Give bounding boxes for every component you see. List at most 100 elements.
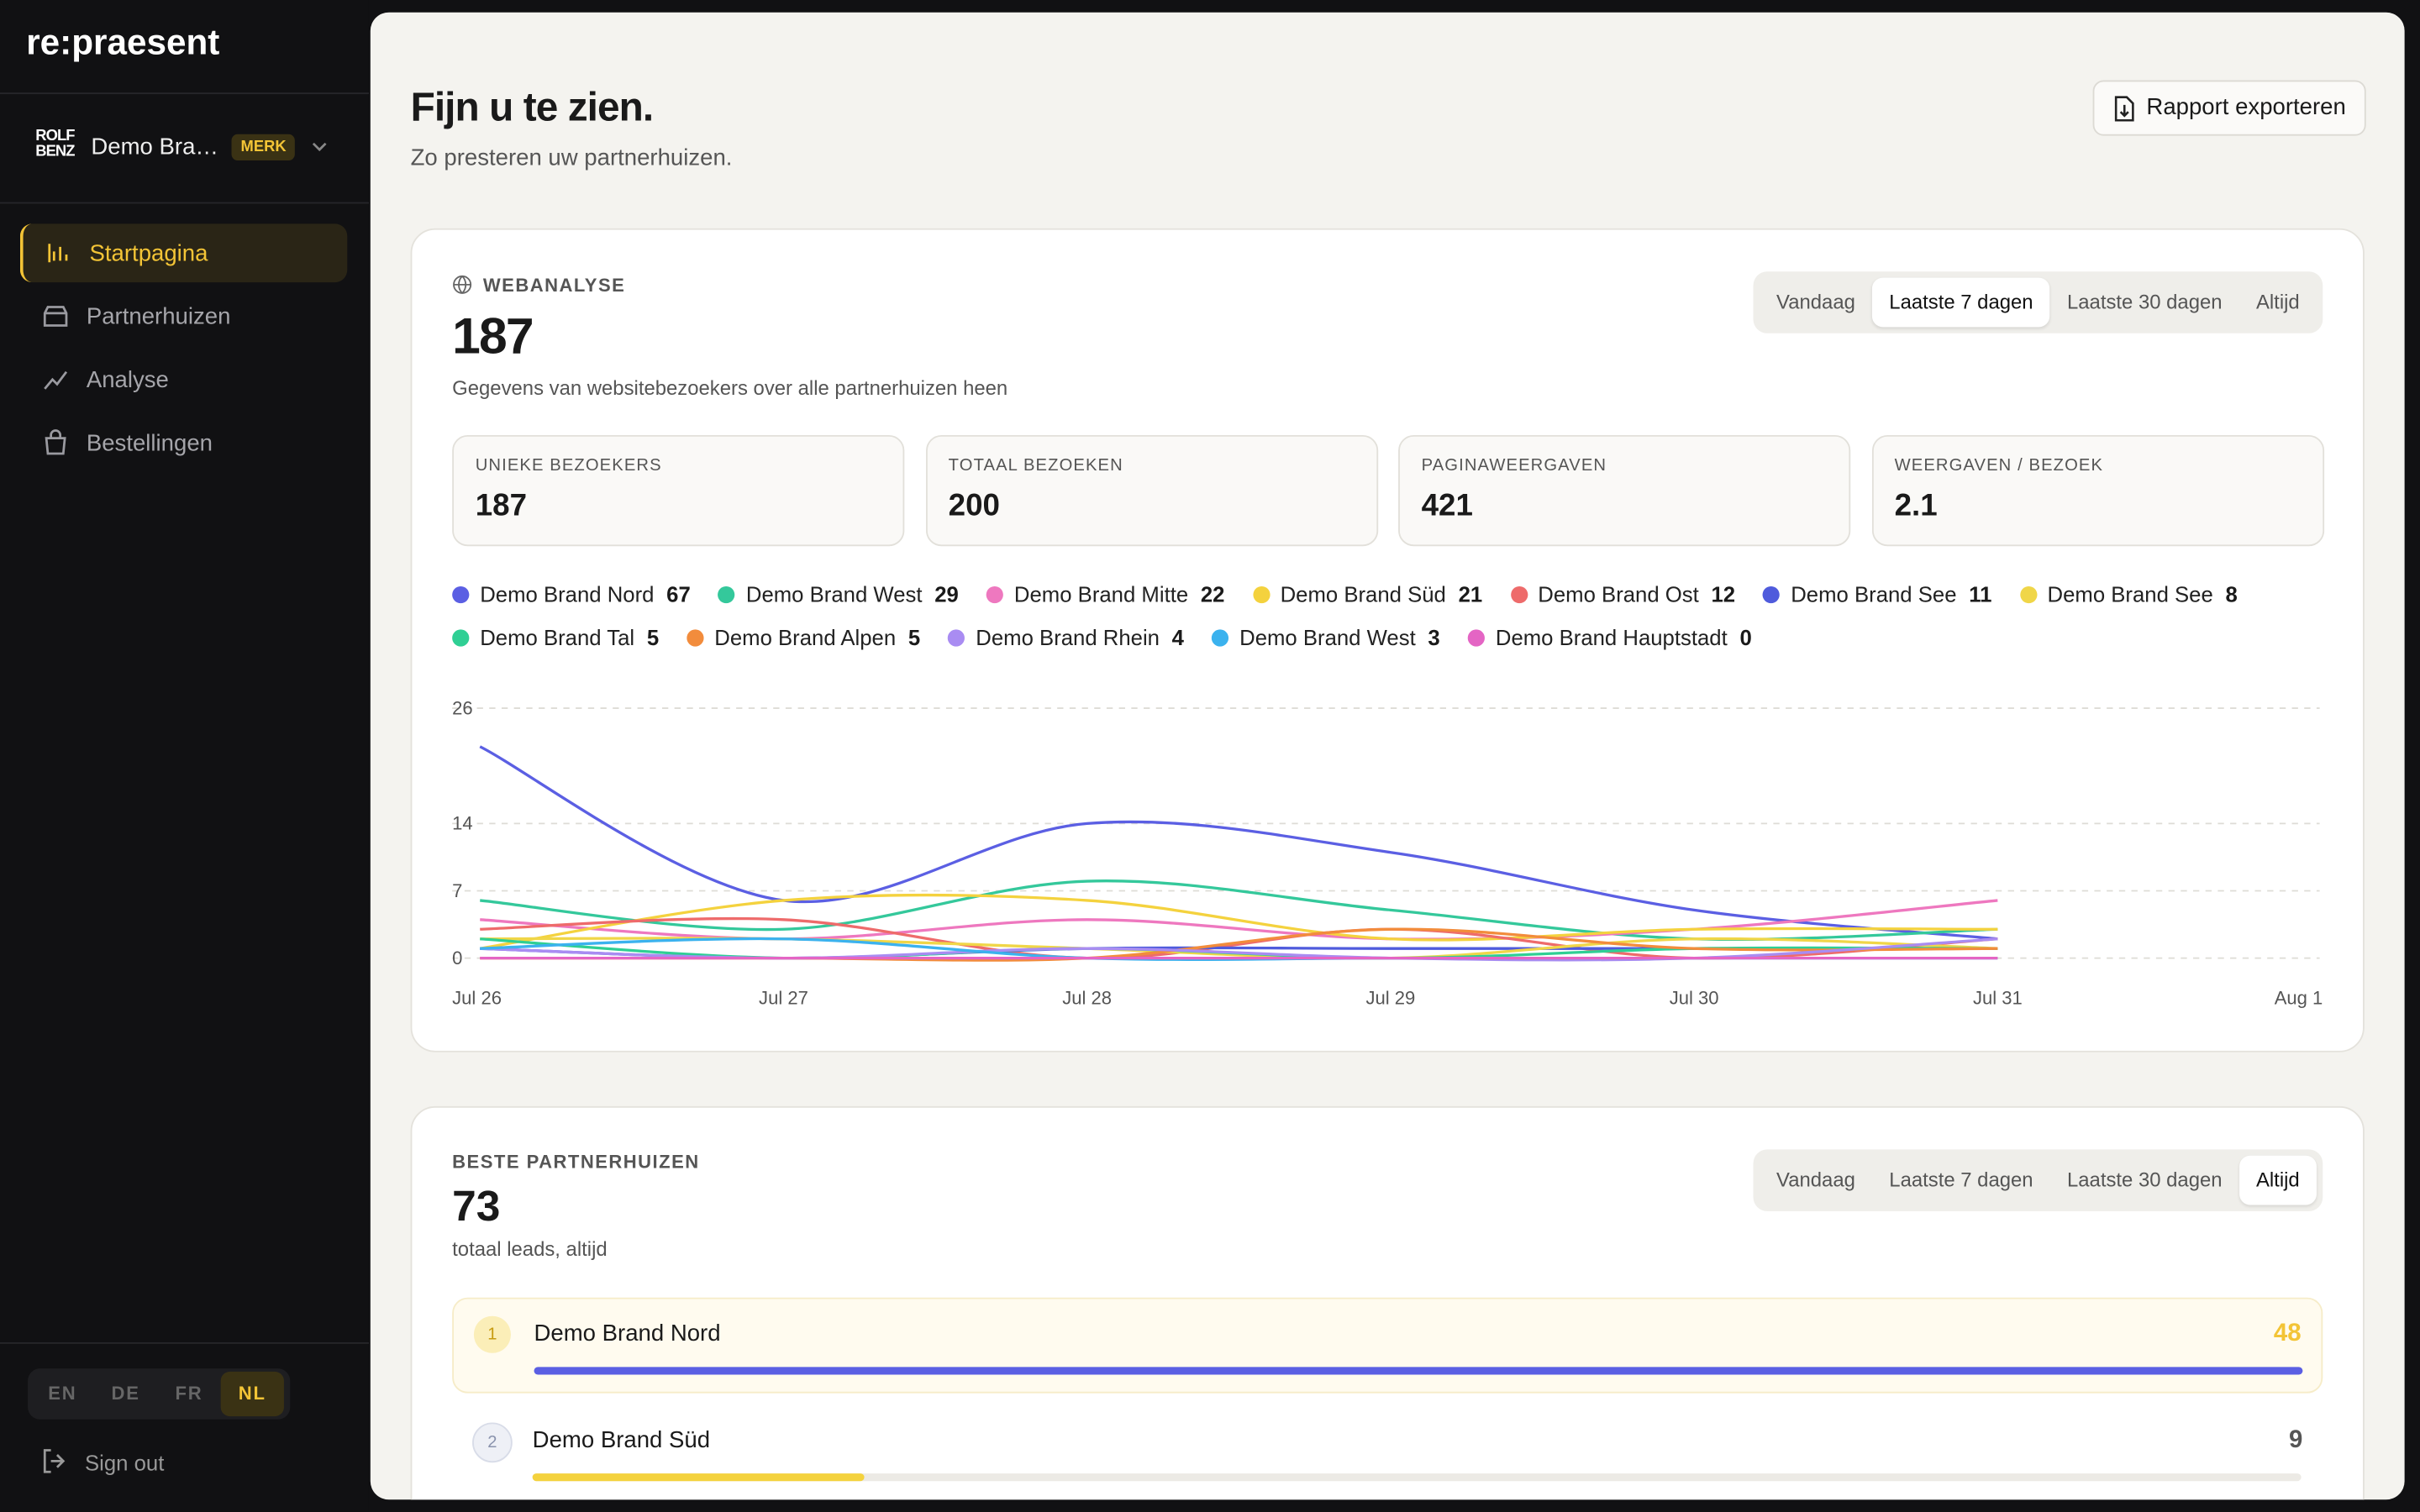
card-subtitle: totaal leads, altijd xyxy=(452,1237,608,1261)
legend-item[interactable]: Demo Brand Hauptstadt 0 xyxy=(1467,624,1752,650)
account-name[interactable]: Demo Bra… xyxy=(91,134,218,161)
badge: MERK xyxy=(231,134,296,161)
legend-label: Demo Brand Süd xyxy=(1280,581,1446,606)
nav-item[interactable]: Analyse xyxy=(20,350,347,409)
legend-item[interactable]: Demo Brand Ost 12 xyxy=(1510,581,1735,606)
card-title: BESTE PARTNERHUIZEN xyxy=(452,1151,700,1173)
range-tabs: Vandaag Laatste 7 dagen Laatste 30 dagen Al… xyxy=(1753,1149,2323,1211)
legend-label: Demo Brand Nord xyxy=(480,581,655,606)
partner-leads: 9 xyxy=(2289,1426,2303,1454)
nav-item[interactable]: Bestellingen xyxy=(20,413,347,472)
legend-dot xyxy=(948,628,965,646)
range-tab[interactable]: Laatste 30 dagen xyxy=(2066,1168,2223,1191)
card-subtitle: Gegevens van websitebezoekers over alle … xyxy=(452,376,1008,400)
range-tab[interactable]: Altijd xyxy=(2255,290,2300,313)
x-tick-label: Jul 29 xyxy=(1365,988,1415,1009)
legend-item[interactable]: Demo Brand West 29 xyxy=(718,581,959,606)
range-tab[interactable]: Laatste 30 dagen xyxy=(2066,290,2223,313)
card-value: 187 xyxy=(452,307,534,365)
x-tick-label: Jul 28 xyxy=(1062,988,1112,1009)
legend-item[interactable]: Demo Brand Alpen 5 xyxy=(687,625,920,649)
range-tab[interactable]: Laatste 7 dagen xyxy=(1872,277,2050,328)
legend-total: 5 xyxy=(646,624,660,650)
legend-total: 5 xyxy=(908,624,921,650)
divider xyxy=(0,202,369,204)
stat-card: WEERGAVEN / BEZOEK 2.1 xyxy=(1871,434,2324,547)
language-option[interactable]: FR xyxy=(175,1382,203,1404)
legend-dot xyxy=(2019,585,2037,603)
legend-item[interactable]: Demo Brand Rhein 4 xyxy=(948,625,1184,649)
nav-icon xyxy=(48,244,68,263)
legend-dot xyxy=(452,585,470,603)
legend-item[interactable]: Demo Brand West 3 xyxy=(1212,625,1440,649)
range-tab[interactable]: Vandaag xyxy=(1776,1168,1855,1191)
range-tab[interactable]: Vandaag xyxy=(1776,290,1855,313)
legend-item[interactable]: Demo Brand See 8 xyxy=(2019,581,2238,606)
legend-item[interactable]: Demo Brand Süd 21 xyxy=(1252,581,1483,606)
legend-total: 4 xyxy=(1171,624,1185,650)
nav-icon xyxy=(44,370,68,390)
nav-item[interactable]: Partnerhuizen xyxy=(20,287,347,346)
legend-dot xyxy=(1212,628,1229,646)
main: Fijn u te zien. Zo presteren uw partnerh… xyxy=(370,12,2405,1500)
legend-dot xyxy=(1510,585,1528,603)
legend-total: 21 xyxy=(1458,581,1483,606)
globe-icon xyxy=(453,275,472,294)
legend-label: Demo Brand Rhein xyxy=(976,624,1160,650)
legend-item[interactable]: Demo Brand Nord 67 xyxy=(452,581,691,606)
nav-icon xyxy=(43,306,68,327)
stat-value: 2.1 xyxy=(1894,489,1938,523)
legend-dot xyxy=(1252,585,1270,603)
legend-total: 29 xyxy=(934,581,959,606)
rank: 1 xyxy=(473,1315,511,1353)
legend-item[interactable]: Demo Brand See 11 xyxy=(1763,581,1991,606)
nav-label: Analyse xyxy=(86,366,169,393)
legend: Demo Brand Nord 67 Demo Brand West 29 Demo B… xyxy=(452,581,2335,649)
nav-item[interactable]: Startpagina xyxy=(19,223,348,283)
language-option[interactable]: DE xyxy=(111,1382,140,1404)
language-option[interactable]: NL xyxy=(220,1371,284,1417)
legend-total: 0 xyxy=(1739,624,1752,650)
sidebar: re:praesent ROLF BENZ Demo Bra… MERK EN DE… xyxy=(0,0,369,1512)
divider xyxy=(0,92,369,95)
x-tick-label: Jul 31 xyxy=(1973,988,2023,1009)
legend-label: Demo Brand Mitte xyxy=(1013,581,1189,606)
legend-total: 12 xyxy=(1711,581,1736,606)
legend-dot xyxy=(452,628,470,646)
range-tab[interactable]: Altijd xyxy=(2238,1155,2317,1205)
nav-label: Startpagina xyxy=(89,239,208,266)
brand: re:praesent xyxy=(26,21,220,62)
nav-icon xyxy=(45,429,66,455)
nav-label: Partnerhuizen xyxy=(86,302,231,330)
legend-label: Demo Brand Alpen xyxy=(714,624,897,650)
stat-card: TOTAAL BEZOEKEN 200 xyxy=(925,434,1378,547)
sign-out[interactable]: Sign out xyxy=(85,1450,165,1475)
stat-card: PAGINAWEERGAVEN 421 xyxy=(1398,434,1851,547)
stat-label: PAGINAWEERGAVEN xyxy=(1421,456,1607,475)
series-line xyxy=(479,893,1998,950)
range-tab[interactable]: Laatste 7 dagen xyxy=(1889,1168,2033,1191)
rank: 2 xyxy=(472,1422,513,1463)
stat-label: UNIEKE BEZOEKERS xyxy=(475,456,662,475)
logo-line: ROLF xyxy=(35,128,75,145)
export-label: Rapport exporteren xyxy=(2146,94,2346,121)
series-line xyxy=(479,745,1998,941)
legend-item[interactable]: Demo Brand Tal 5 xyxy=(452,625,659,649)
export-button[interactable]: Rapport exporteren xyxy=(2092,80,2366,136)
x-tick-label: Aug 1 xyxy=(2275,988,2323,1009)
range-tabs: Vandaag Laatste 7 dagen Laatste 30 dagen Al… xyxy=(1753,271,2323,333)
language-option[interactable]: EN xyxy=(48,1382,77,1404)
logo-line: BENZ xyxy=(35,143,75,161)
partner-row[interactable]: 2 Demo Brand Süd 9 xyxy=(452,1405,2323,1499)
chevron[interactable] xyxy=(310,139,329,154)
partner-row[interactable]: 1 Demo Brand Nord 48 xyxy=(452,1297,2323,1394)
sign-out-icon xyxy=(43,1449,66,1473)
legend-item[interactable]: Demo Brand Mitte 22 xyxy=(986,581,1224,606)
stat-card: UNIEKE BEZOEKERS 187 xyxy=(452,434,905,547)
legend-label: Demo Brand See xyxy=(1791,581,1957,606)
bar xyxy=(532,1473,865,1482)
y-tick-label: 26 xyxy=(452,697,473,718)
legend-dot xyxy=(1763,585,1781,603)
legend-label: Demo Brand Tal xyxy=(480,624,635,650)
stat-value: 421 xyxy=(1421,489,1473,523)
